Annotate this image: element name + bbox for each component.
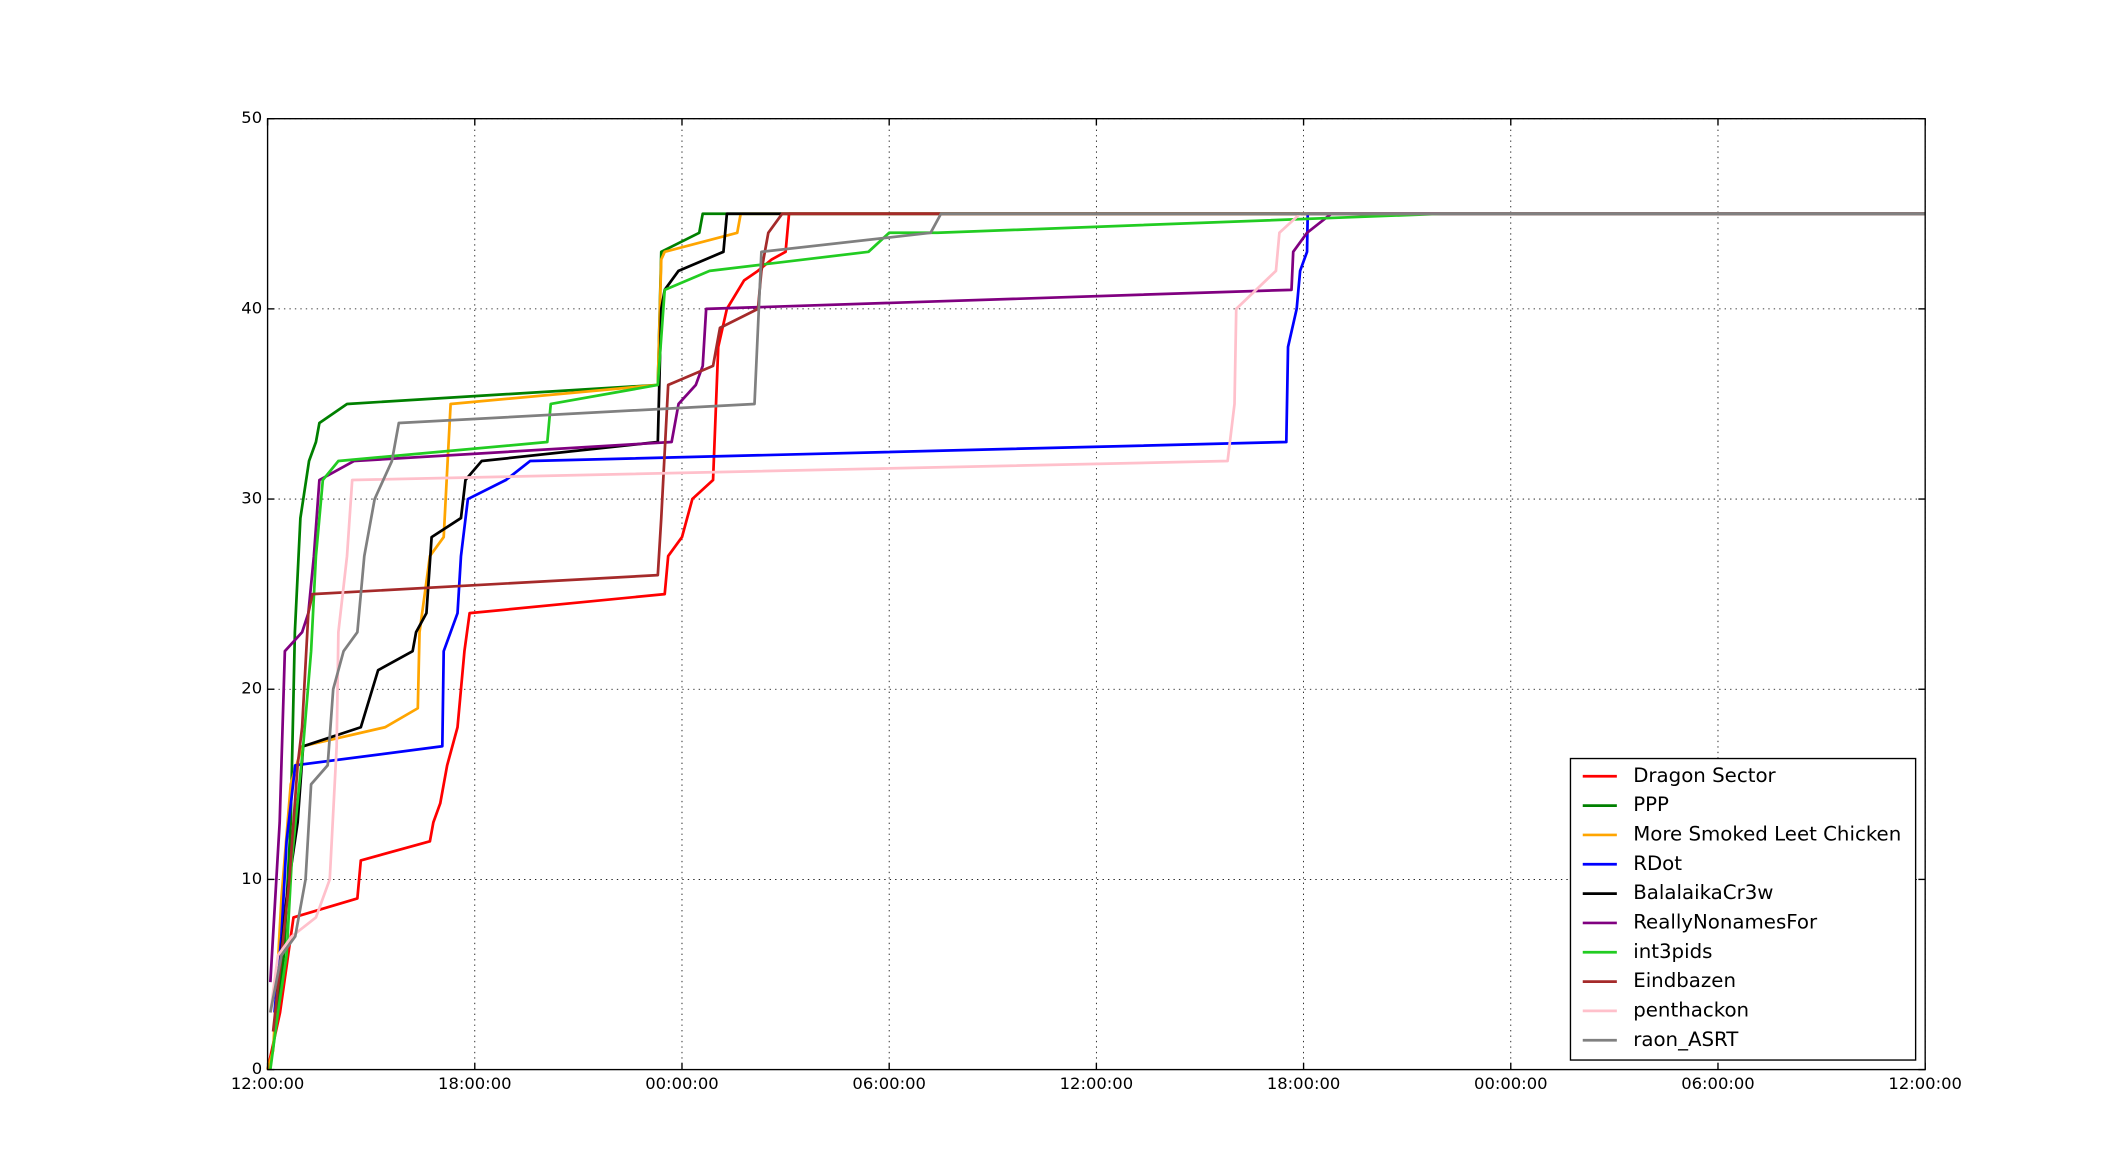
series-line (266, 212, 1926, 1070)
ticks: 12:00:00 18:00:00 00:00:00 06:00:00 12:00:00… (231, 108, 1962, 1093)
legend-label: raon_ASRT (1633, 1028, 1739, 1051)
legend-label: Eindbazen (1633, 969, 1736, 992)
series-line (269, 212, 1926, 1013)
plot-lines (266, 212, 1926, 1070)
y-tick-label: 10 (241, 869, 262, 888)
legend: Dragon Sector PPP More Smoked Leet Chicken… (1569, 757, 1917, 1061)
legend-label: penthackon (1633, 998, 1749, 1021)
x-tick-label: 06:00:00 (852, 1074, 925, 1093)
legend-label: Dragon Sector (1633, 764, 1776, 787)
y-tick-label: 20 (241, 679, 262, 698)
series-line (273, 212, 1926, 1013)
legend-label: int3pids (1633, 940, 1712, 963)
legend-label: RDot (1633, 852, 1682, 875)
y-tick-label: 50 (241, 108, 262, 127)
x-tick-label: 12:00:00 (1888, 1074, 1961, 1093)
legend-box (1569, 757, 1917, 1061)
series-line (268, 212, 1926, 983)
series-line (275, 212, 1926, 994)
x-tick-label: 06:00:00 (1681, 1074, 1754, 1093)
y-tick-label: 40 (241, 298, 262, 317)
legend-label: More Smoked Leet Chicken (1633, 822, 1901, 845)
x-tick-label: 00:00:00 (1474, 1074, 1547, 1093)
x-tick-label: 00:00:00 (645, 1074, 718, 1093)
y-tick-label: 30 (241, 489, 262, 508)
x-tick-label: 12:00:00 (1060, 1074, 1133, 1093)
legend-label: ReallyNonamesFor (1633, 910, 1818, 933)
y-tick-label: 0 (252, 1059, 262, 1078)
x-tick-label: 12:00:00 (231, 1074, 304, 1093)
x-tick-label: 18:00:00 (438, 1074, 511, 1093)
legend-label: BalalaikaCr3w (1633, 881, 1773, 904)
series-line (269, 212, 1926, 1013)
x-tick-label: 18:00:00 (1267, 1074, 1340, 1093)
series-line (271, 212, 1926, 1032)
legend-label: PPP (1633, 793, 1669, 816)
